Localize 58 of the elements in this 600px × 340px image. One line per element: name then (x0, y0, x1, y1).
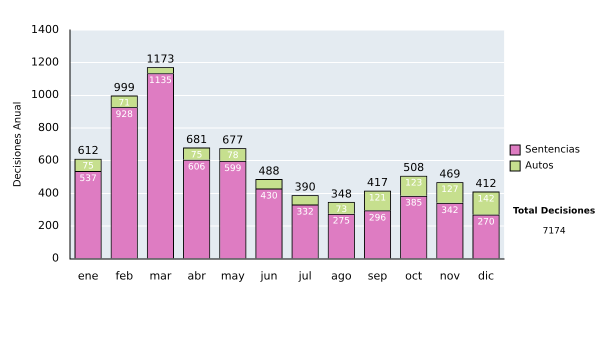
total-label: 681 (186, 132, 208, 146)
data-label: 71 (118, 98, 130, 108)
x-tick-label: may (220, 269, 246, 282)
x-tick-label: jul (298, 269, 312, 282)
text: Total Decisiones (513, 206, 596, 216)
x-tick-label: sep (368, 269, 388, 282)
legend-label: Autos (525, 160, 554, 172)
x-tick-label: abr (187, 269, 206, 282)
y-tick-label: 600 (38, 154, 59, 167)
y-tick-label: 200 (38, 218, 59, 232)
data-label: 1135 (148, 76, 172, 86)
total-label: 508 (403, 161, 424, 174)
data-label: 127 (441, 184, 458, 195)
total-label: 412 (476, 176, 497, 190)
data-label: 385 (405, 198, 422, 209)
data-label: 342 (441, 206, 458, 216)
data-label: 928 (116, 110, 134, 120)
x-tick-label: ago (331, 269, 352, 282)
y-tick-label: 1000 (30, 88, 59, 102)
data-label: 73 (336, 204, 348, 215)
legend-label: Sentencias (525, 144, 580, 156)
data-label: 606 (188, 162, 206, 173)
x-tick-label: jun (259, 269, 278, 282)
x-tick-label: ene (78, 269, 99, 282)
data-label: 75 (190, 150, 202, 160)
y-tick-label: 0 (52, 252, 59, 265)
data-label: 332 (296, 207, 314, 218)
total-label: 1173 (146, 52, 174, 66)
total-label: 390 (294, 180, 316, 194)
total-label: 677 (222, 134, 244, 147)
y-tick-label: 400 (38, 186, 59, 200)
data-label: 123 (405, 178, 422, 189)
text: 7174 (542, 226, 566, 236)
data-label: 275 (332, 216, 350, 227)
total-label: 417 (367, 176, 388, 190)
data-label: 142 (477, 194, 495, 204)
data-label: 121 (368, 193, 386, 204)
total-label: 348 (330, 187, 352, 200)
data-label: 78 (227, 151, 239, 162)
x-tick-label: oct (405, 269, 423, 282)
x-tick-label: mar (149, 269, 172, 282)
y-tick-label: 1200 (30, 56, 59, 69)
data-label: 430 (260, 191, 278, 202)
data-label: 270 (477, 218, 495, 228)
y-axis-title: Decisiones Anual (12, 102, 24, 188)
total-label: 488 (258, 164, 280, 178)
x-tick-label: nov (440, 269, 460, 282)
x-tick-label: dic (478, 269, 494, 282)
x-tick-label: feb (115, 269, 134, 282)
y-tick-label: 1400 (30, 22, 59, 36)
total-label: 999 (114, 80, 135, 94)
data-label: 599 (224, 164, 242, 174)
y-tick-label: 800 (38, 120, 59, 134)
data-label: 296 (368, 213, 386, 224)
data-label: 75 (82, 162, 94, 172)
total-label: 469 (439, 168, 460, 181)
data-label: 537 (79, 174, 97, 184)
total-label: 612 (78, 144, 99, 158)
